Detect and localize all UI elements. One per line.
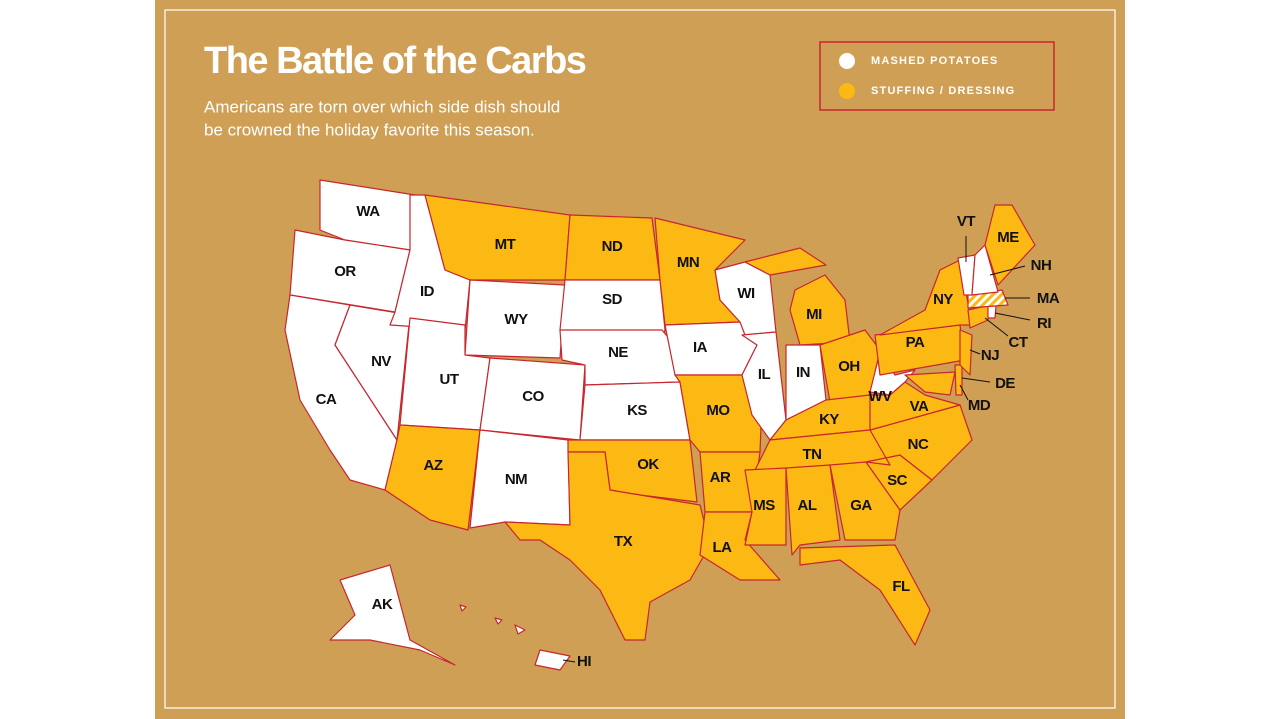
state-shape [799,544,931,646]
legend-box [819,41,1055,111]
state-label: NY [933,291,953,308]
state-label: AR [710,469,731,486]
state-label: IA [693,339,708,356]
subtitle: Americans are torn over which side dish … [204,97,560,116]
state-shape [971,244,999,296]
state-label: IL [758,366,771,383]
state-label: DE [995,375,1015,392]
state-label: OR [334,263,356,280]
state-label: MO [706,402,730,419]
state-label: CO [522,388,544,405]
state-label: VA [910,398,929,415]
leader-line [562,659,576,663]
state-shape [785,464,841,556]
state-label: CA [316,391,337,408]
state-label: OH [838,358,860,375]
state-label: ND [602,238,623,255]
legend-swatch [839,53,855,69]
state-label: KS [627,402,647,419]
state-label: FL [892,578,910,595]
state-shape [984,204,1036,286]
state-label: NH [1031,257,1052,274]
state-label: HI [577,653,591,670]
state-label: NC [908,436,929,453]
state-label: SD [602,291,623,308]
legend-label: MASHED POTATOES [871,55,998,67]
leader-line [989,265,1026,276]
state-shape [987,305,997,319]
state-shape [954,364,963,396]
state-shape [464,279,566,359]
state-label: WI [737,285,755,302]
subtitle: be crowned the holiday favorite this sea… [204,120,535,139]
state-shape [829,461,901,541]
leader-line [961,377,991,383]
state-shape [424,194,571,281]
state-label: ID [420,283,435,300]
state-label: VT [957,213,976,230]
state-label: NJ [981,347,999,364]
state-label: OK [637,456,659,473]
leader-line [959,384,969,401]
legend-swatch [839,83,855,99]
state-label: MA [1037,290,1060,307]
state-label: WA [356,203,380,220]
state-shape [959,329,973,376]
state-label: WV [868,388,892,405]
state-label: IN [796,364,810,381]
state-shape [329,564,456,666]
state-label: TN [803,446,822,463]
frame [164,9,1116,709]
state-label: NM [505,471,527,488]
state-label: RI [1037,315,1051,332]
state-shape [459,604,571,671]
state-label: NV [371,353,391,370]
state-label: KY [819,411,839,428]
state-shape [904,371,956,396]
state-label: TX [614,533,633,550]
state-label: WY [504,311,528,328]
state-shape [741,331,787,441]
state-label: CT [1009,334,1028,351]
state-label: SC [887,472,908,489]
leader-line [969,349,981,355]
state-label: MD [968,397,991,414]
state-label: AL [798,497,817,514]
state-label: NE [608,344,628,361]
state-label: UT [440,371,459,388]
state-shape [744,467,787,546]
legend-label: STUFFING / DRESSING [871,85,1015,97]
title: The Battle of the Carbs [204,40,586,82]
state-label: AK [372,596,393,613]
state-label: GA [850,497,872,514]
state-shape [504,451,711,641]
leader-line [984,317,1009,337]
state-label: MI [806,306,822,323]
state-label: PA [906,334,925,351]
state-label: AZ [424,457,443,474]
state-label: LA [713,539,733,556]
state-label: MT [495,236,516,253]
leader-line [994,312,1031,321]
state-label: MN [677,254,699,271]
state-label: MS [753,497,775,514]
state-label: ME [997,229,1019,246]
